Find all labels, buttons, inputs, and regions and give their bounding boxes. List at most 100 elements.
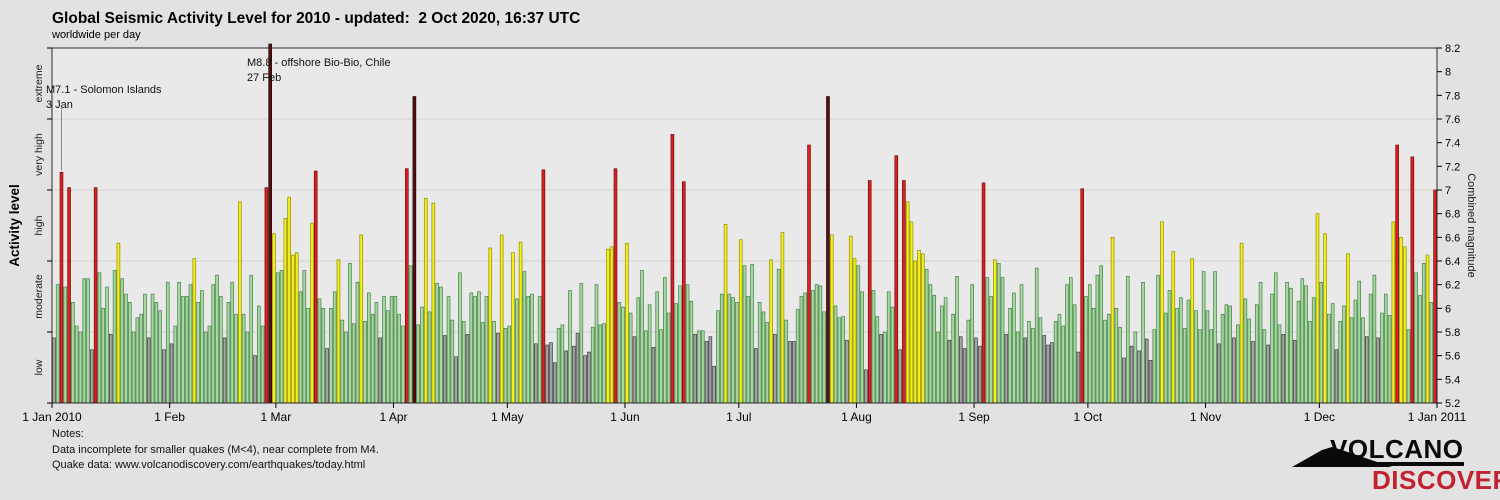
day-bar [1012,292,1016,404]
day-bar [700,330,705,404]
day-bar [871,290,876,404]
day-bar [215,274,219,404]
day-bar [541,169,546,404]
day-bar [644,330,648,404]
day-bar [465,334,470,404]
day-bar [272,233,276,404]
day-bar [1114,307,1119,404]
day-bar [52,337,56,404]
day-bar [958,336,963,404]
day-bar [420,306,424,404]
right-tick-label: 6.6 [1445,232,1460,244]
day-bar [518,241,523,404]
day-bar [1148,360,1153,404]
day-bar [283,218,288,404]
day-bar [716,310,720,404]
day-bar [1156,274,1160,404]
day-bar [1004,334,1009,404]
day-bar [955,276,959,404]
right-tick-label: 8.2 [1445,43,1460,55]
day-bar [370,313,375,404]
day-bar [738,239,743,404]
day-bar [1361,317,1365,404]
day-bar [473,296,477,404]
left-axis-title: Activity level [7,184,22,267]
day-bar [112,270,117,404]
day-bar [632,336,637,404]
day-bar [1163,312,1168,404]
day-bar [260,325,265,404]
day-bar [1342,305,1346,404]
day-bar [408,265,413,404]
day-bar [1262,329,1267,404]
day-bar [378,337,383,404]
day-bar [1311,297,1316,404]
day-bar [712,365,716,404]
day-bar [1167,290,1172,404]
day-bar [526,296,531,404]
day-bar [86,278,90,404]
day-bar [169,343,174,404]
day-bar [704,341,709,404]
annotation-solomon-line2: 3 Jan [46,99,73,111]
day-bar [78,331,83,404]
day-bar [1304,285,1308,404]
day-bar [1368,293,1373,404]
day-bar [393,296,398,404]
day-bar [985,277,990,404]
day-bar [788,341,792,404]
day-bar [670,134,675,404]
day-bar [659,329,663,404]
day-bar [947,339,952,404]
day-bar [55,284,60,404]
day-bar [537,296,542,404]
day-bar [776,268,781,404]
day-bar [503,328,508,404]
day-bar [708,336,713,404]
day-bar [329,307,333,404]
day-bar [1395,144,1399,404]
notes-block: Notes: Data incomplete for smaller quake… [52,427,379,474]
day-bar [848,235,853,404]
day-bar [1190,258,1195,404]
day-bar [1421,263,1426,404]
activity-level-label: very high [33,133,45,176]
page-subtitle: worldwide per day [52,29,141,41]
day-bar [723,223,728,404]
day-bar [913,260,918,404]
right-tick-label: 7 [1445,185,1451,197]
day-bar [795,309,800,404]
day-bar [1357,280,1362,404]
day-bar [1220,313,1225,404]
day-bar [564,350,568,404]
day-bar [852,258,857,404]
day-bar [397,313,401,404]
day-bar [109,334,113,404]
notes-line2: Quake data: www.volcanodiscovery.com/ear… [52,459,366,471]
day-bar [1334,349,1339,404]
day-bar [697,330,701,404]
day-bar [1391,221,1396,404]
day-bar [1027,321,1031,404]
right-tick-label: 5.8 [1445,327,1460,339]
day-bar [287,196,291,404]
day-bar [1091,307,1096,404]
day-bar [1069,277,1073,404]
day-bar [1179,297,1183,404]
day-bar [598,324,603,404]
day-bar [928,284,933,404]
day-bar [412,96,417,404]
right-tick-label: 7.8 [1445,90,1460,102]
day-bar [883,331,887,404]
day-bar [1308,321,1312,404]
day-bar [181,296,185,404]
day-bar [488,247,493,404]
day-bar [116,242,121,404]
day-bar [1315,213,1320,404]
day-bar [1372,274,1377,404]
day-bar [310,222,314,404]
day-bar [549,342,553,404]
day-bar [898,349,902,404]
day-bar [401,325,405,404]
day-bar [754,348,758,404]
